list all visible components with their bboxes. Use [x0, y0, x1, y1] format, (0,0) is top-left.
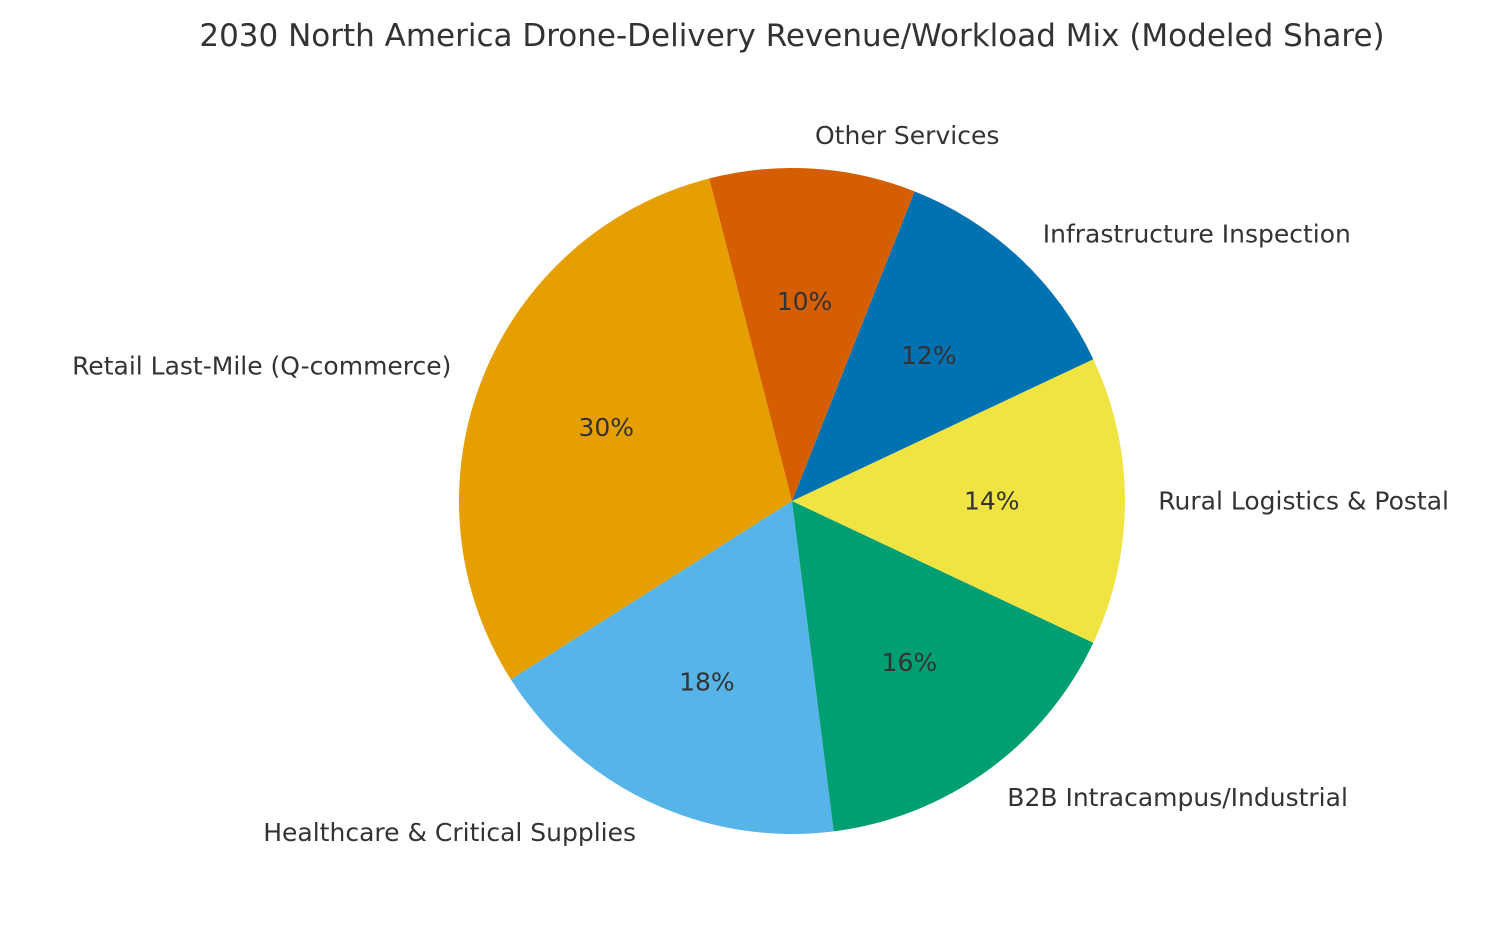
slice-label: Infrastructure Inspection: [1043, 219, 1351, 248]
slice-percent-label: 18%: [679, 667, 735, 696]
slice-percent-label: 10%: [777, 287, 833, 316]
pie-slice-other-services: [709, 168, 915, 501]
chart-title: 2030 North America Drone-Delivery Revenu…: [199, 18, 1384, 54]
pie-slice-infrastructure-inspection: [792, 191, 1094, 501]
slice-label: Healthcare & Critical Supplies: [263, 818, 636, 847]
slice-label: Rural Logistics & Postal: [1158, 487, 1449, 516]
slice-label: Retail Last-Mile (Q-commerce): [72, 352, 451, 381]
slice-percent-label: 30%: [578, 413, 634, 442]
slice-percent-label: 14%: [964, 487, 1020, 516]
pie-slice-retail-last-mile-q-commerce: [459, 178, 792, 680]
slice-label: Other Services: [815, 121, 999, 150]
slice-percent-label: 12%: [901, 341, 957, 370]
slice-label: B2B Intracampus/Industrial: [1007, 783, 1348, 812]
pie-slices: [459, 168, 1125, 835]
slice-percent-label: 16%: [882, 648, 938, 677]
pie-slice-rural-logistics-postal: [792, 359, 1125, 643]
pie-slice-healthcare-critical-supplies: [510, 501, 834, 835]
pie-labels: Retail Last-Mile (Q-commerce) 30% Healthca…: [72, 121, 1449, 847]
pie-slice-b2b-intracampus-industrial: [792, 501, 1094, 832]
